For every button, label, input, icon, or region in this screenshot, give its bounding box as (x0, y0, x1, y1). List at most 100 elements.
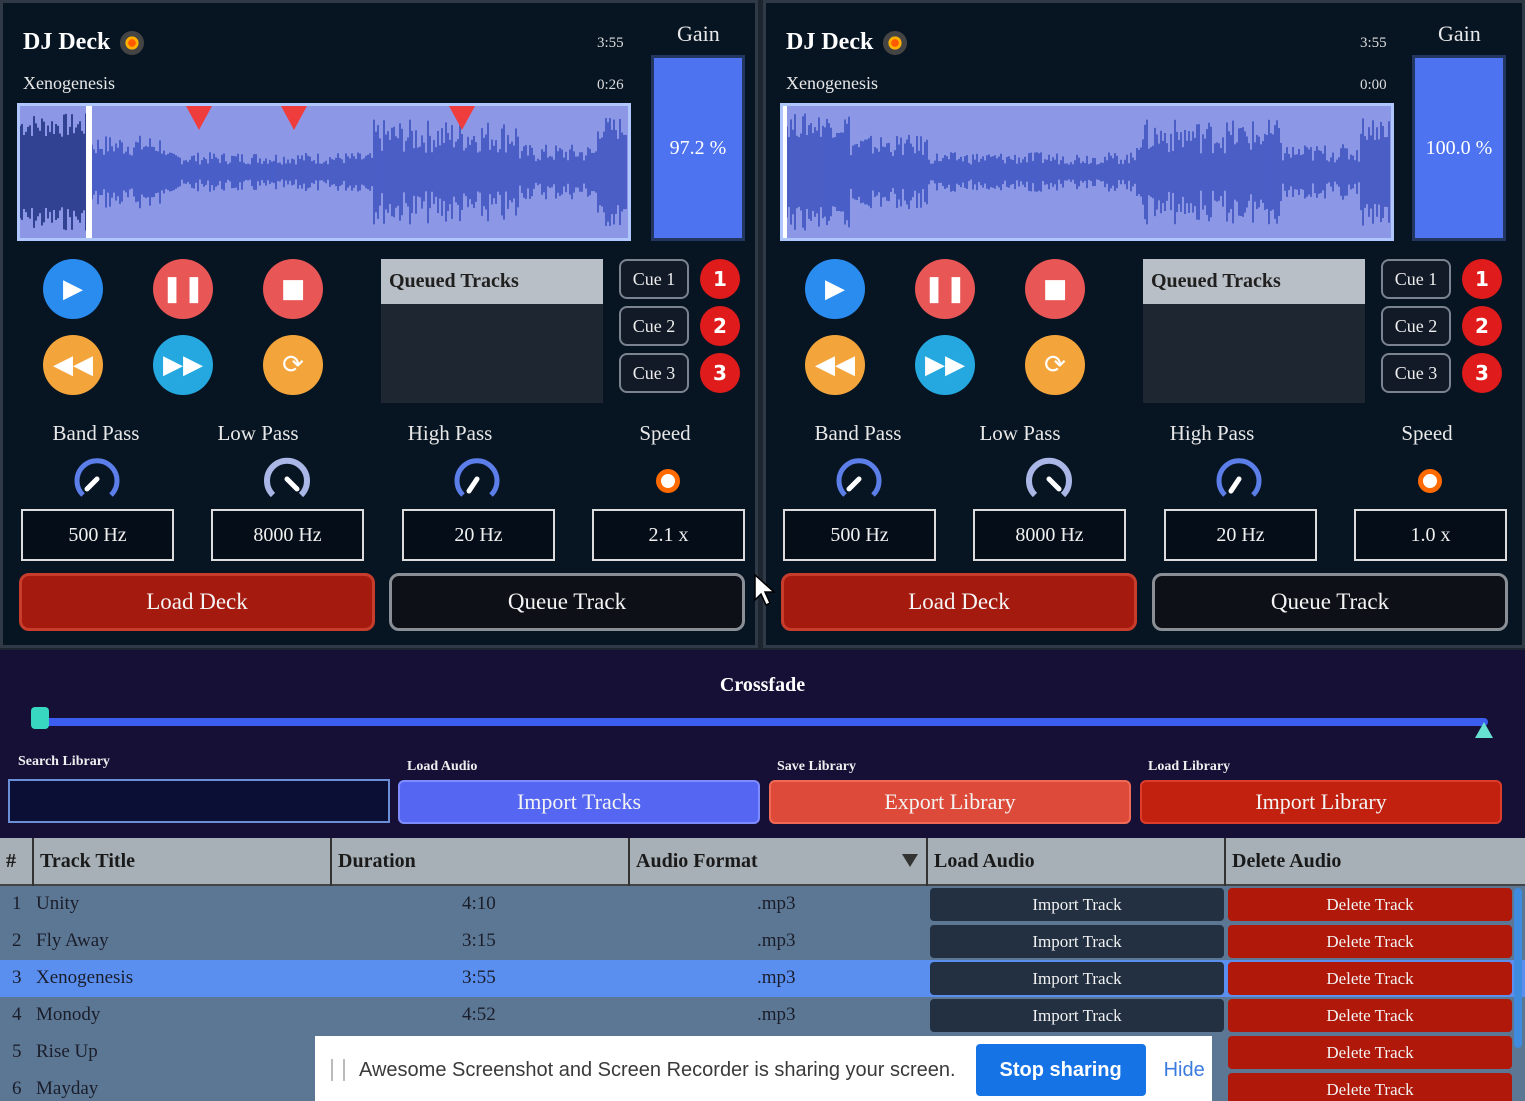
table-row[interactable]: 2 Fly Away 3:15 .mp3 Import Track Delete… (0, 923, 1525, 960)
cue-1-button[interactable]: Cue 1 (1381, 259, 1451, 299)
waveform[interactable] (780, 103, 1394, 241)
stop-icon: ■ (1042, 274, 1068, 304)
speed-knob[interactable] (656, 469, 680, 493)
low-pass-label: Low Pass (979, 421, 1061, 445)
cue-3-button[interactable]: Cue 3 (1381, 353, 1451, 393)
import-track-button[interactable]: Import Track (930, 888, 1224, 921)
low-pass-value[interactable]: 8000 Hz (211, 509, 364, 561)
table-row-selected[interactable]: 3 Xenogenesis 3:55 .mp3 Import Track Del… (0, 960, 1525, 997)
cue-number-badge[interactable]: 1 (700, 259, 740, 299)
cue-number-badge[interactable]: 2 (700, 306, 740, 346)
queue-track-button[interactable]: Queue Track (389, 573, 745, 631)
band-pass-value[interactable]: 500 Hz (783, 509, 936, 561)
cue-marker[interactable] (449, 106, 475, 130)
gain-meter[interactable]: 100.0 % (1412, 55, 1506, 241)
crossfade-slider[interactable] (36, 718, 1488, 726)
hide-link[interactable]: Hide (1163, 1058, 1205, 1081)
delete-track-button[interactable]: Delete Track (1228, 1036, 1512, 1069)
speed-value[interactable]: 1.0 x (1354, 509, 1507, 561)
import-track-button[interactable]: Import Track (930, 999, 1224, 1032)
column-header-title[interactable]: Track Title (34, 838, 332, 886)
table-scrollbar[interactable] (1514, 888, 1522, 1048)
table-row[interactable]: 1 Unity 4:10 .mp3 Import Track Delete Tr… (0, 886, 1525, 923)
crossfade-thumb[interactable] (31, 707, 49, 729)
play-button[interactable]: ▶ (805, 259, 865, 319)
stop-button[interactable]: ■ (263, 259, 323, 319)
cue-number-badge[interactable]: 1 (1462, 259, 1502, 299)
share-message: Awesome Screenshot and Screen Recorder i… (359, 1058, 956, 1081)
rewind-button[interactable]: ◀◀ (43, 335, 103, 395)
pause-button[interactable]: ❚❚ (153, 259, 213, 319)
band-pass-knob[interactable] (833, 453, 885, 505)
rewind-icon: ◀◀ (815, 350, 855, 380)
column-header-number[interactable]: # (0, 838, 34, 886)
band-pass-knob[interactable] (71, 453, 123, 505)
pause-button[interactable]: ❚❚ (915, 259, 975, 319)
band-pass-label: Band Pass (814, 421, 902, 445)
queue-list[interactable]: Queued Tracks (381, 259, 603, 403)
column-header-format[interactable]: Audio Format (630, 838, 928, 886)
row-title: Unity (36, 893, 80, 914)
rewind-button[interactable]: ◀◀ (805, 335, 865, 395)
delete-track-button[interactable]: Delete Track (1228, 1073, 1512, 1101)
drag-handle-icon[interactable] (331, 1059, 345, 1081)
column-header-delete-audio[interactable]: Delete Audio (1232, 850, 1342, 872)
play-button[interactable]: ▶ (43, 259, 103, 319)
playhead[interactable] (783, 106, 787, 238)
cue-1-button[interactable]: Cue 1 (619, 259, 689, 299)
load-deck-button[interactable]: Load Deck (19, 573, 375, 631)
row-duration: 3:55 (462, 967, 496, 988)
gain-meter[interactable]: 97.2 % (651, 55, 745, 241)
import-track-button[interactable]: Import Track (930, 925, 1224, 958)
cue-marker[interactable] (281, 106, 307, 130)
loop-button[interactable]: ⟳ (1025, 335, 1085, 395)
waveform[interactable] (17, 103, 631, 241)
playhead[interactable] (86, 106, 92, 238)
delete-track-button[interactable]: Delete Track (1228, 925, 1512, 958)
delete-track-button[interactable]: Delete Track (1228, 999, 1512, 1032)
fast-forward-button[interactable]: ▶▶ (915, 335, 975, 395)
row-duration: 4:10 (462, 893, 496, 914)
low-pass-value[interactable]: 8000 Hz (973, 509, 1126, 561)
cue-number-badge[interactable]: 3 (1462, 353, 1502, 393)
high-pass-value[interactable]: 20 Hz (402, 509, 555, 561)
stop-button[interactable]: ■ (1025, 259, 1085, 319)
table-row[interactable]: 4 Monody 4:52 .mp3 Import Track Delete T… (0, 997, 1525, 1034)
band-pass-value[interactable]: 500 Hz (21, 509, 174, 561)
low-pass-knob[interactable] (261, 453, 313, 505)
column-header-load-audio[interactable]: Load Audio (928, 838, 1226, 886)
sort-down-icon[interactable] (902, 854, 918, 867)
fast-forward-button[interactable]: ▶▶ (153, 335, 213, 395)
band-pass-label: Band Pass (52, 421, 140, 445)
queue-track-button[interactable]: Queue Track (1152, 573, 1508, 631)
cue-marker[interactable] (186, 106, 212, 130)
cue-3-button[interactable]: Cue 3 (619, 353, 689, 393)
load-deck-button[interactable]: Load Deck (781, 573, 1137, 631)
search-library-input[interactable] (8, 779, 390, 823)
import-library-button[interactable]: Import Library (1140, 780, 1502, 824)
speed-knob[interactable] (1418, 469, 1442, 493)
queue-list[interactable]: Queued Tracks (1143, 259, 1365, 403)
fast-forward-icon: ▶▶ (163, 350, 203, 380)
column-header-duration[interactable]: Duration (332, 838, 630, 886)
high-pass-knob[interactable] (451, 453, 503, 505)
delete-track-button[interactable]: Delete Track (1228, 962, 1512, 995)
deck-right: DJ Deck 3:55 Xenogenesis 0:00 Gain 100.0… (763, 0, 1525, 648)
stop-sharing-button[interactable]: Stop sharing (975, 1044, 1146, 1096)
cue-2-button[interactable]: Cue 2 (619, 306, 689, 346)
high-pass-value[interactable]: 20 Hz (1164, 509, 1317, 561)
column-header-format-text: Audio Format (636, 850, 758, 872)
low-pass-knob[interactable] (1023, 453, 1075, 505)
row-duration: 4:52 (462, 1004, 496, 1025)
high-pass-knob[interactable] (1213, 453, 1265, 505)
loop-button[interactable]: ⟳ (263, 335, 323, 395)
import-tracks-button[interactable]: Import Tracks (398, 780, 760, 824)
speed-value[interactable]: 2.1 x (592, 509, 745, 561)
delete-track-button[interactable]: Delete Track (1228, 888, 1512, 921)
export-library-button[interactable]: Export Library (769, 780, 1131, 824)
cue-number-badge[interactable]: 2 (1462, 306, 1502, 346)
import-track-button[interactable]: Import Track (930, 962, 1224, 995)
cue-number-badge[interactable]: 3 (700, 353, 740, 393)
position-time: 0:00 (1360, 77, 1387, 93)
cue-2-button[interactable]: Cue 2 (1381, 306, 1451, 346)
